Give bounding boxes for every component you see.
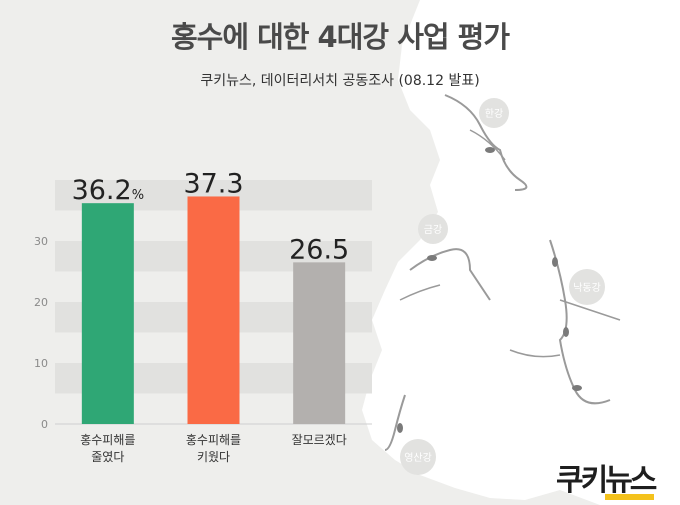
logo-text-part2: 뉴스 [605,463,657,500]
category-label: 홍수피해를 [80,433,135,447]
chart-title: 홍수에 대한 4대강 사업 평가 [170,20,510,54]
y-tick-label: 20 [34,296,48,309]
bar [81,203,134,424]
bar [293,262,346,424]
y-tick-label: 10 [34,357,48,370]
bar-value-unit: % [132,188,144,203]
bar-value-label: 26.5 [289,234,349,265]
y-tick-label: 30 [34,235,48,248]
bar-value-label: 37.3 [183,168,243,199]
category-label: 키웠다 [197,450,230,464]
category-label: 줄였다 [91,450,124,464]
brand-logo: 쿠키뉴스 [556,455,657,500]
map-label-nakdonggang: 낙동강 [573,282,601,294]
y-tick-label: 0 [41,418,48,431]
bar-value-label: 36.2% [72,175,144,206]
map-label-geumgang: 금강 [424,224,442,236]
logo-text-part1: 쿠키 [556,463,608,498]
map-label-hangang: 한강 [485,108,503,120]
bar [187,196,240,424]
map-label-yeongsangang: 영산강 [404,452,432,464]
category-label: 홍수피해를 [186,433,241,447]
chart-subtitle: 쿠키뉴스, 데이터리서치 공동조사 (08.12 발표) [200,73,480,89]
category-label: 잘모르겠다 [292,433,347,447]
